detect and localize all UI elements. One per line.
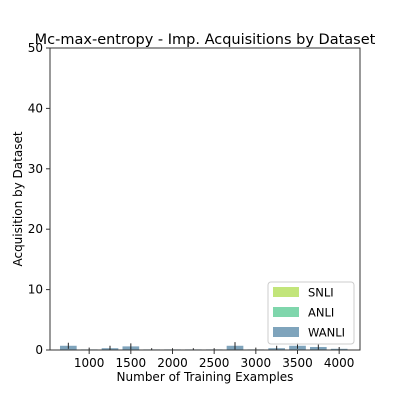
x-axis-label: Number of Training Examples [117, 370, 294, 384]
y-axis: 0 10 20 30 40 50 [28, 41, 50, 357]
chart-title: Mc-max-entropy - Imp. Acquisitions by Da… [35, 32, 376, 48]
y-tick-label: 30 [28, 162, 43, 176]
y-axis-label: Acquisition by Dataset [11, 131, 25, 266]
x-tick-label: 1000 [74, 356, 105, 370]
y-tick-label: 10 [28, 283, 43, 297]
x-tick-label: 3000 [241, 356, 272, 370]
x-tick-label: 3500 [282, 356, 313, 370]
x-tick-label: 1500 [116, 356, 147, 370]
x-axis: 1000 1500 2000 2500 3000 3500 4000 [74, 350, 355, 370]
y-tick-label: 0 [35, 343, 43, 357]
legend-swatch-snli [273, 287, 299, 297]
y-tick-label: 50 [28, 41, 43, 55]
legend-label-wanli: WANLI [308, 326, 345, 340]
legend-label-snli: SNLI [308, 286, 334, 300]
legend-swatch-wanli [273, 327, 299, 337]
legend: SNLI ANLI WANLI [267, 281, 355, 345]
legend-swatch-anli [273, 307, 299, 317]
y-tick-label: 40 [28, 101, 43, 115]
x-tick-label: 2000 [157, 356, 188, 370]
y-tick-label: 20 [28, 222, 43, 236]
legend-label-anli: ANLI [308, 306, 334, 320]
x-tick-label: 2500 [199, 356, 230, 370]
plot-frame [49, 47, 361, 351]
x-tick-label: 4000 [324, 356, 355, 370]
